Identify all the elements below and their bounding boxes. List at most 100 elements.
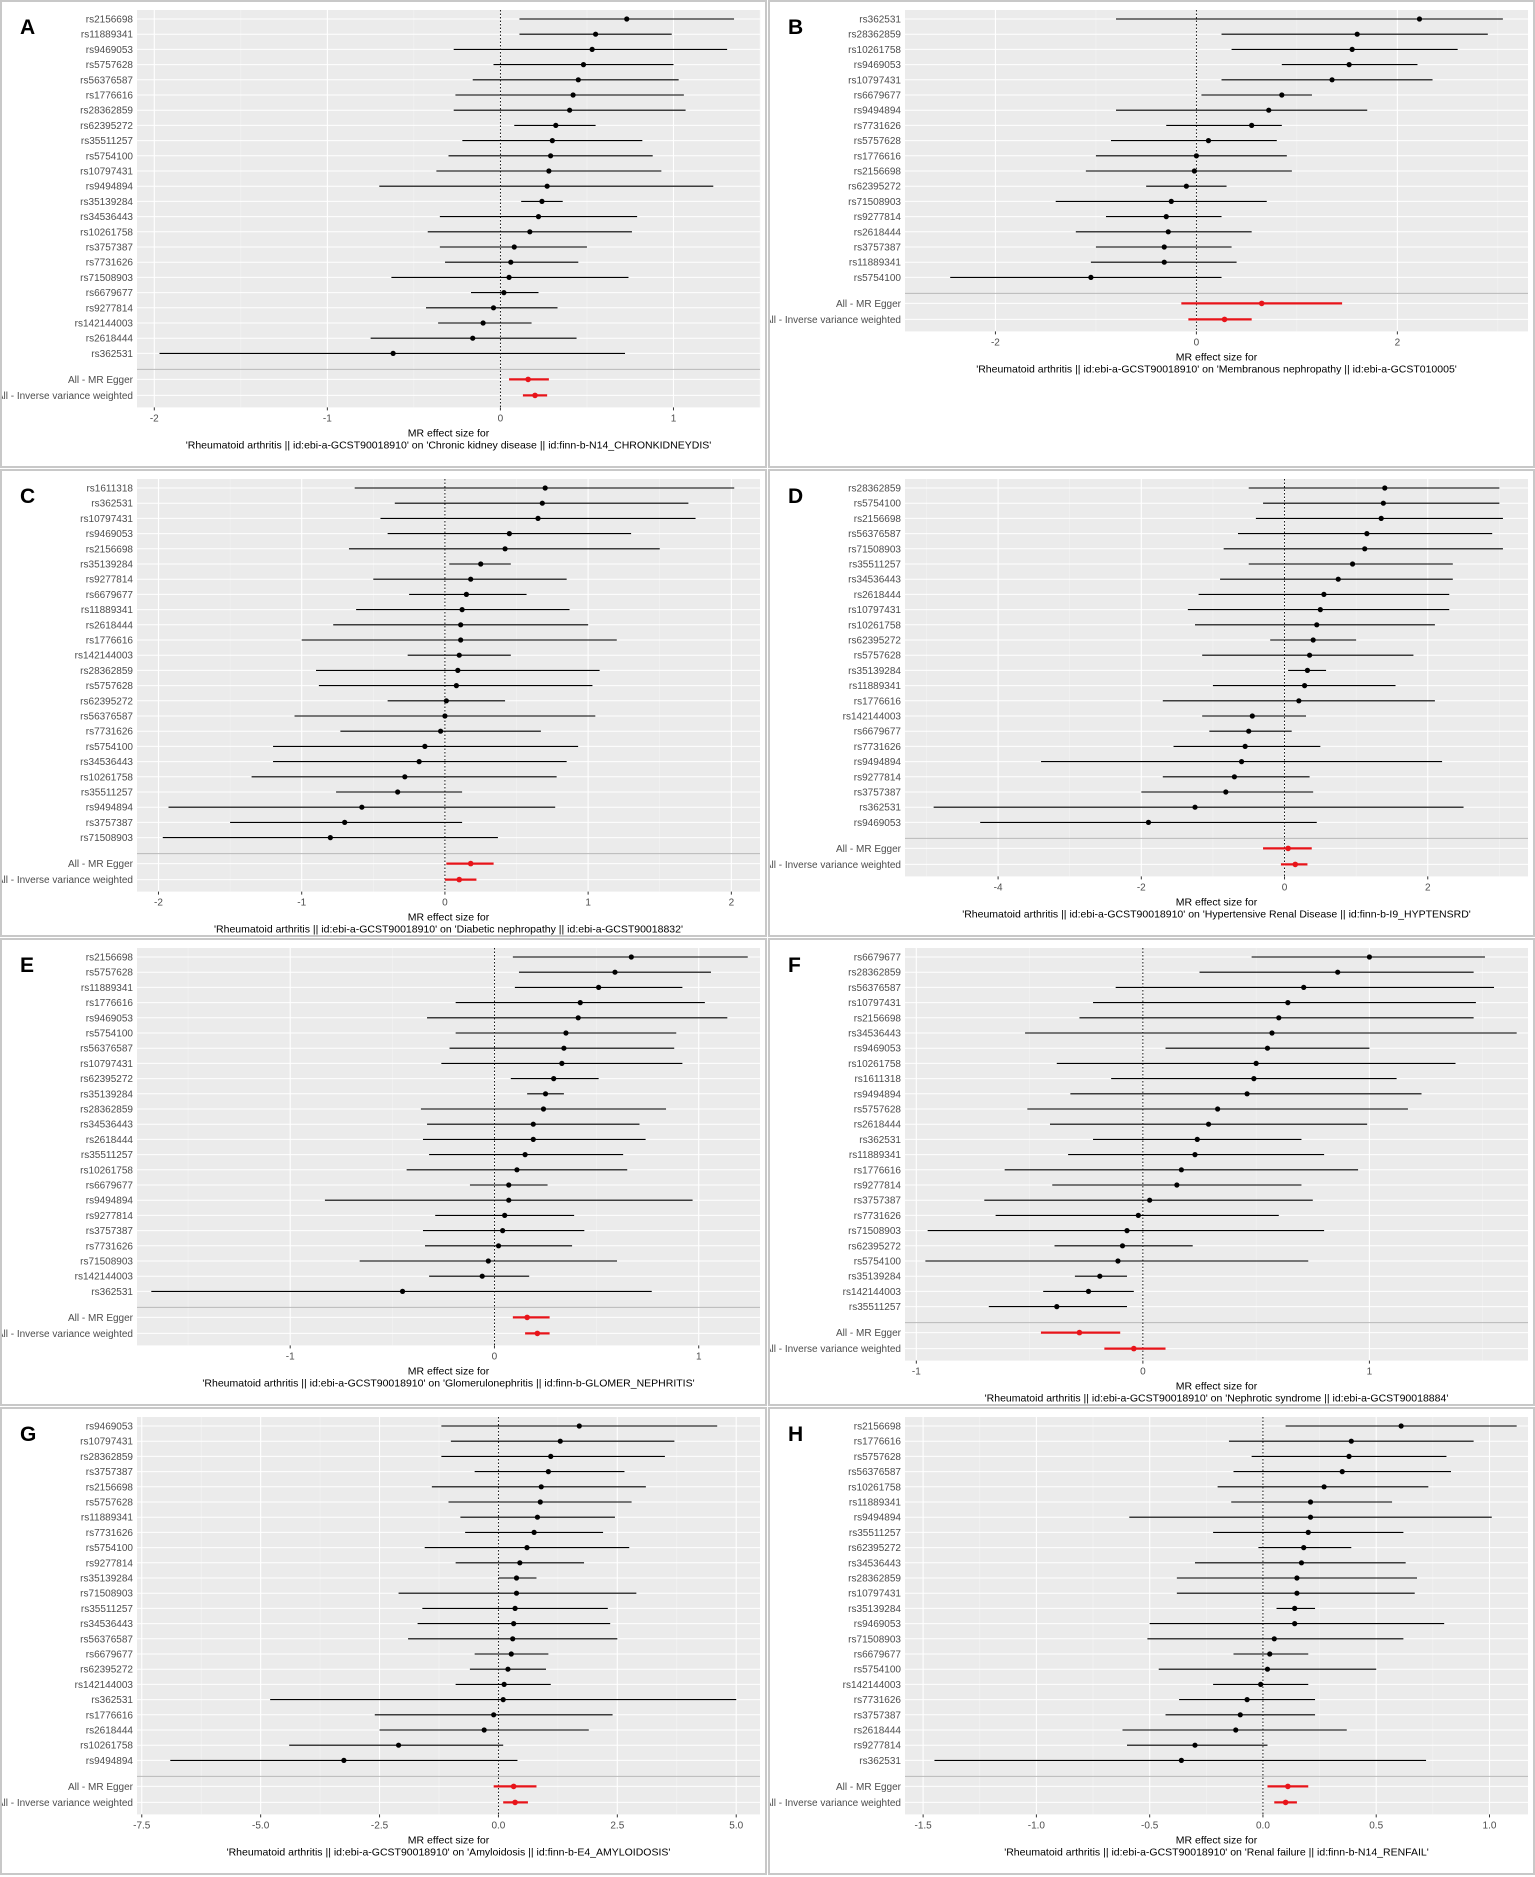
- plot-background: [137, 948, 760, 1345]
- snp-label: rs10797431: [848, 75, 901, 86]
- snp-point: [1350, 47, 1355, 52]
- snp-point: [1251, 1076, 1256, 1081]
- snp-label: rs28362859: [80, 666, 133, 677]
- snp-label: rs2618444: [86, 1135, 134, 1146]
- panel-letter: B: [788, 16, 804, 39]
- summary-point: [1285, 1784, 1291, 1790]
- snp-point: [359, 805, 364, 810]
- snp-label: rs56376587: [80, 712, 133, 723]
- snp-label: rs1776616: [854, 1437, 902, 1448]
- snp-point: [486, 1258, 491, 1263]
- forest-plot-svg: rs28362859 rs5754100 rs2156698 rs56376587 rs…: [770, 471, 1535, 939]
- snp-label: rs6679677: [86, 288, 134, 299]
- snp-point: [1265, 1667, 1270, 1672]
- snp-label: rs362531: [859, 1756, 901, 1767]
- snp-label: rs9494894: [854, 1513, 902, 1524]
- x-axis-title: MR effect size for: [408, 1365, 490, 1377]
- x-axis-subtitle: 'Rheumatoid arthritis || id:ebi-a-GCST90…: [985, 1393, 1449, 1405]
- snp-point: [559, 1061, 564, 1066]
- snp-point: [506, 1182, 511, 1187]
- x-tick-label: 0: [442, 898, 448, 909]
- snp-label: rs62395272: [80, 1665, 133, 1676]
- snp-point: [1086, 1289, 1091, 1294]
- snp-point: [561, 1046, 566, 1051]
- snp-point: [527, 229, 532, 234]
- snp-point: [1381, 501, 1386, 506]
- x-tick-label: 0: [492, 1351, 498, 1362]
- snp-label: rs56376587: [848, 529, 901, 540]
- summary-point: [512, 1800, 518, 1806]
- snp-point: [624, 16, 629, 21]
- snp-point: [1285, 1000, 1290, 1005]
- forest-plot-svg: rs6679677 rs28362859 rs56376587 rs10797431 r…: [770, 940, 1535, 1408]
- x-tick-label: -4: [994, 882, 1003, 893]
- forest-plot-svg: rs9469053 rs10797431 rs28362859 rs3757387 rs…: [2, 1409, 769, 1877]
- snp-label: rs2156698: [854, 167, 902, 178]
- snp-label: rs71508903: [848, 1634, 901, 1645]
- snp-point: [1179, 1167, 1184, 1172]
- snp-point: [1206, 138, 1211, 143]
- snp-label: rs35511257: [849, 1528, 902, 1539]
- summary-label: All - Inverse variance weighted: [770, 860, 901, 871]
- snp-point: [1239, 759, 1244, 764]
- snp-point: [491, 1712, 496, 1717]
- snp-label: rs35139284: [80, 1574, 133, 1585]
- snp-label: rs362531: [91, 349, 133, 360]
- snp-point: [540, 501, 545, 506]
- snp-label: rs2618444: [86, 1726, 134, 1737]
- snp-label: rs34536443: [80, 212, 133, 223]
- snp-label: rs142144003: [75, 1272, 134, 1283]
- snp-point: [1195, 1137, 1200, 1142]
- snp-label: rs9469053: [86, 529, 134, 540]
- snp-point: [1350, 561, 1355, 566]
- snp-point: [1162, 260, 1167, 265]
- snp-label: rs5757628: [854, 651, 902, 662]
- snp-label: rs5754100: [854, 1665, 902, 1676]
- snp-point: [1258, 1682, 1263, 1687]
- plot-background: [137, 1417, 760, 1814]
- snp-label: rs10797431: [80, 1059, 133, 1070]
- snp-point: [1054, 1304, 1059, 1309]
- snp-label: rs3757387: [86, 1467, 134, 1478]
- snp-point: [1192, 1743, 1197, 1748]
- snp-label: rs9469053: [86, 45, 134, 56]
- snp-point: [1206, 1122, 1211, 1127]
- snp-point: [458, 622, 463, 627]
- snp-label: rs62395272: [848, 1543, 901, 1554]
- snp-label: rs3757387: [854, 788, 902, 799]
- snp-point: [1146, 820, 1151, 825]
- snp-label: rs28362859: [80, 106, 133, 117]
- snp-point: [1305, 668, 1310, 673]
- snp-label: rs2618444: [854, 1120, 902, 1131]
- snp-label: rs7731626: [854, 1211, 902, 1222]
- snp-point: [1223, 789, 1228, 794]
- snp-label: rs1776616: [86, 91, 134, 102]
- snp-label: rs35511257: [849, 1302, 902, 1313]
- snp-point: [571, 92, 576, 97]
- snp-point: [1169, 199, 1174, 204]
- snp-label: rs9494894: [86, 1196, 134, 1207]
- snp-label: rs9277814: [854, 1741, 902, 1752]
- snp-point: [1346, 1454, 1351, 1459]
- snp-point: [546, 1469, 551, 1474]
- x-axis-title: MR effect size for: [1176, 896, 1258, 908]
- snp-point: [328, 835, 333, 840]
- x-axis-title: MR effect size for: [408, 1834, 490, 1846]
- summary-point: [1077, 1330, 1083, 1336]
- snp-point: [576, 77, 581, 82]
- snp-label: rs56376587: [80, 1634, 133, 1645]
- summary-point: [525, 377, 531, 383]
- snp-point: [1362, 546, 1367, 551]
- snp-point: [417, 759, 422, 764]
- x-tick-label: 0.5: [1369, 1820, 1383, 1831]
- snp-label: rs9494894: [86, 1756, 134, 1767]
- snp-label: rs10797431: [848, 998, 901, 1009]
- snp-point: [341, 1758, 346, 1763]
- snp-point: [1311, 637, 1316, 642]
- snp-label: rs71508903: [848, 1226, 901, 1237]
- panel-letter: F: [788, 954, 801, 977]
- snp-label: rs11889341: [849, 1498, 902, 1509]
